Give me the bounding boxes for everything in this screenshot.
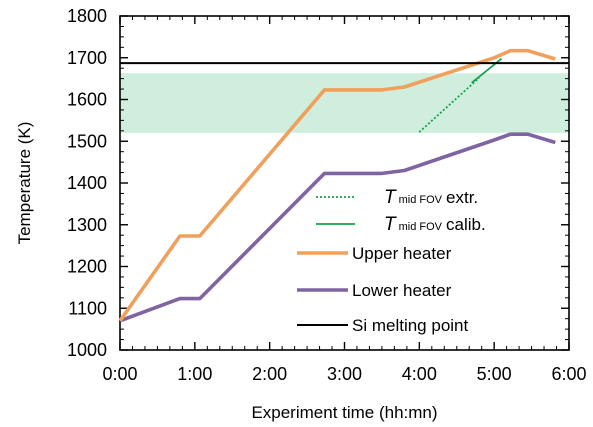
series-line-2: [418, 77, 480, 133]
melt-band: [120, 73, 569, 133]
legend-label-sub: mid FOV: [399, 221, 443, 233]
y-tick-label: 1700: [67, 48, 107, 68]
ticks-layer: 1000 1100 1200 1300 1400 1500 1600 1700 1800 0:00…: [67, 6, 587, 384]
series-layer: [118, 48, 556, 323]
y-tick-label: 1100: [68, 298, 107, 318]
y-tick-label: 1800: [67, 6, 107, 26]
x-tick-label: 3:00: [327, 364, 362, 384]
legend-label-reference: Si melting point: [352, 316, 469, 335]
series-line-1: [119, 132, 556, 323]
y-tick-label: 1400: [67, 173, 107, 193]
x-tick-label: 4:00: [402, 364, 437, 384]
x-tick-label: 0:00: [102, 364, 137, 384]
y-axis-title: Temperature (K): [15, 122, 34, 245]
legend-label-italic: T: [384, 187, 397, 208]
band-layer: [120, 73, 569, 133]
y-tick-label: 1600: [67, 90, 107, 110]
x-tick-label: 6:00: [551, 364, 586, 384]
x-tick-label: 2:00: [252, 364, 287, 384]
legend-label-suffix: calib.: [446, 215, 486, 234]
y-tick-label: 1200: [67, 257, 107, 277]
series-line-0: [118, 48, 556, 322]
x-axis-title: Experiment time (hh:mn): [251, 403, 437, 422]
x-tick-label: 5:00: [477, 364, 512, 384]
legend-label-0: Upper heater: [352, 244, 452, 263]
legend-label-italic: T: [384, 214, 397, 235]
y-tick-label: 1300: [67, 215, 107, 235]
x-tick-label: 1:00: [177, 364, 212, 384]
y-tick-label: 1500: [67, 131, 107, 151]
y-tick-label: 1000: [67, 340, 107, 360]
legend-label-suffix: extr.: [446, 188, 478, 207]
legend-label-sub: mid FOV: [399, 194, 443, 206]
legend-label-1: Lower heater: [352, 281, 452, 300]
